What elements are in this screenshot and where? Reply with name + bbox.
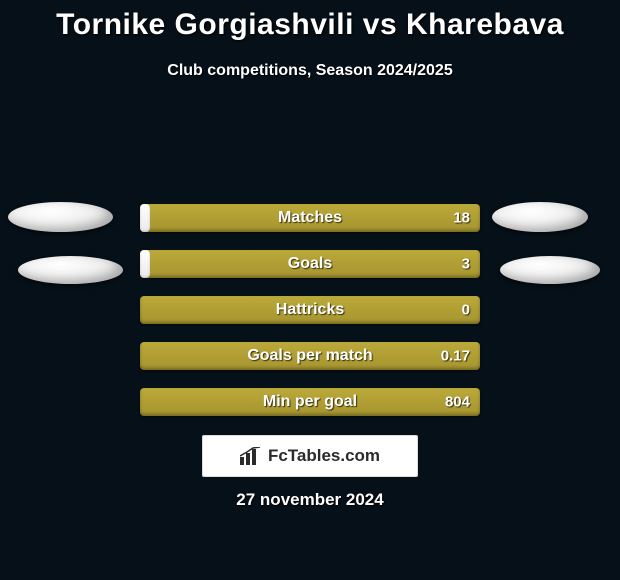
- page-subtitle: Club competitions, Season 2024/2025: [0, 62, 620, 80]
- stat-row: Hattricks 0: [140, 296, 480, 324]
- bars-container: Matches 18 Goals 3 Hattricks 0 Goals per match…: [140, 204, 480, 434]
- left-top-ellipse: [8, 202, 113, 232]
- bar-chart-icon: [240, 447, 262, 465]
- bar-fill: [140, 204, 150, 232]
- left-mid-ellipse: [18, 256, 123, 284]
- bar-label: Goals per match: [247, 347, 372, 365]
- source-badge-text: FcTables.com: [268, 446, 380, 466]
- stat-row: Min per goal 804: [140, 388, 480, 416]
- bar-label: Matches: [278, 209, 342, 227]
- page-title: Tornike Gorgiashvili vs Kharebava: [0, 0, 620, 42]
- bar-value: 804: [445, 394, 470, 411]
- bar-label: Min per goal: [263, 393, 357, 411]
- source-badge: FcTables.com: [202, 435, 418, 477]
- right-top-ellipse: [492, 202, 588, 232]
- bar-value: 0.17: [441, 348, 470, 365]
- right-mid-ellipse: [500, 256, 600, 284]
- bar-value: 18: [453, 210, 470, 227]
- stat-row: Goals per match 0.17: [140, 342, 480, 370]
- bar-label: Hattricks: [276, 301, 344, 319]
- bar-value: 0: [462, 302, 470, 319]
- stat-row: Matches 18: [140, 204, 480, 232]
- stat-row: Goals 3: [140, 250, 480, 278]
- bar-value: 3: [462, 256, 470, 273]
- chart-date: 27 november 2024: [236, 490, 383, 510]
- bar-label: Goals: [288, 255, 332, 273]
- bar-fill: [140, 250, 150, 278]
